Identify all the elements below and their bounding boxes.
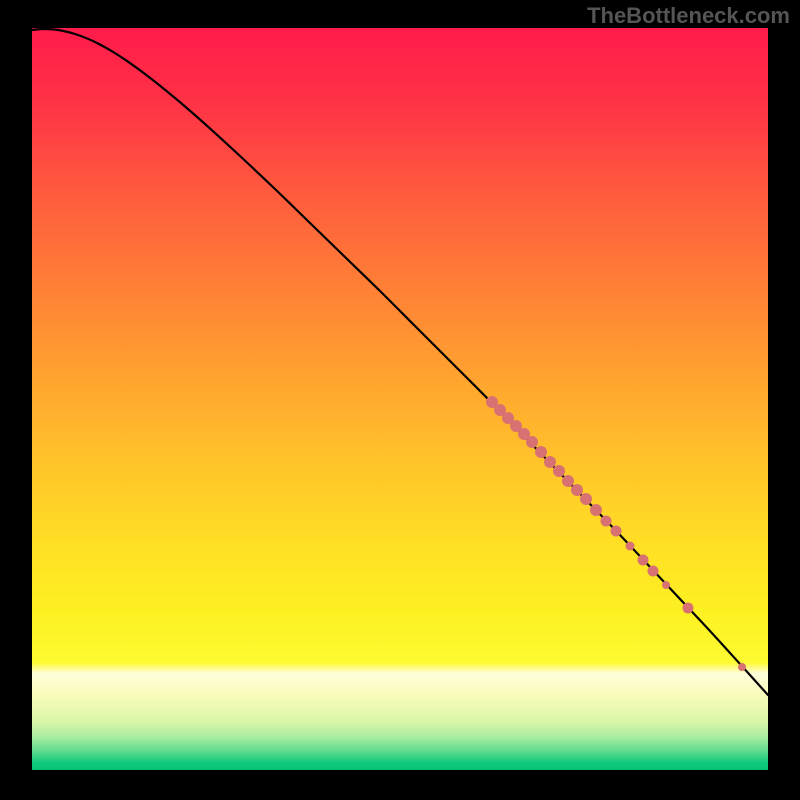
marker-point	[648, 566, 659, 577]
chart-svg	[0, 0, 800, 800]
chart-container: TheBottleneck.com	[0, 0, 800, 800]
marker-point	[535, 446, 547, 458]
marker-point	[626, 542, 635, 551]
marker-point	[580, 493, 592, 505]
plot-background	[32, 28, 768, 770]
marker-point	[601, 516, 612, 527]
marker-point	[590, 504, 602, 516]
marker-point	[662, 581, 670, 589]
marker-point	[562, 475, 574, 487]
marker-point	[526, 436, 538, 448]
marker-point	[544, 456, 556, 468]
marker-point	[638, 555, 649, 566]
marker-point	[683, 603, 694, 614]
marker-point	[553, 465, 565, 477]
marker-point	[738, 663, 746, 671]
marker-point	[571, 484, 583, 496]
marker-point	[611, 526, 622, 537]
